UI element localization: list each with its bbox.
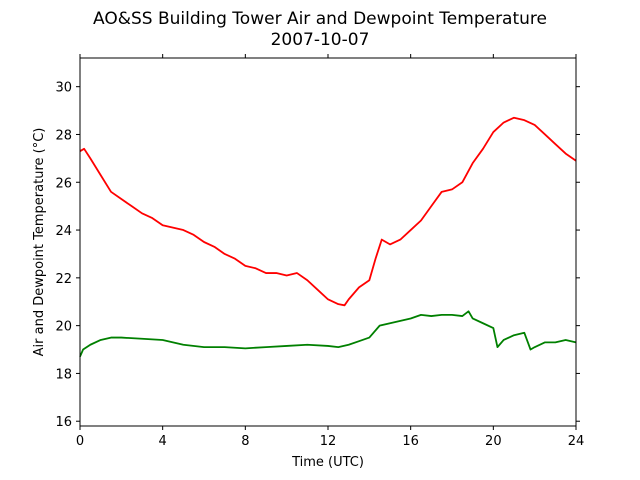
x-tick-label: 16 <box>402 434 419 449</box>
y-tick-label: 24 <box>55 224 72 239</box>
x-tick-label: 20 <box>485 434 502 449</box>
x-tick-label: 24 <box>568 434 585 449</box>
x-tick-label: 8 <box>241 434 249 449</box>
y-tick-label: 20 <box>55 320 72 335</box>
chart-title: AO&SS Building Tower Air and Dewpoint Te… <box>93 9 547 29</box>
x-axis-label: Time (UTC) <box>291 455 364 470</box>
chart-subtitle: 2007-10-07 <box>271 30 370 50</box>
y-tick-label: 30 <box>55 81 72 96</box>
y-axis-label: Air and Dewpoint Temperature (°C) <box>32 128 47 357</box>
series-line-1 <box>79 116 577 307</box>
series-layer <box>79 116 577 358</box>
x-tick-label: 4 <box>159 434 167 449</box>
series-line-2 <box>79 310 577 358</box>
x-tick-label: 0 <box>76 434 84 449</box>
plot-frame <box>79 57 577 427</box>
y-tick-label: 18 <box>55 367 72 382</box>
y-tick-label: 16 <box>55 415 72 430</box>
x-tick-label: 12 <box>320 434 337 449</box>
y-tick-label: 22 <box>55 272 72 287</box>
y-tick-label: 26 <box>55 176 72 191</box>
y-tick-label: 28 <box>55 128 72 143</box>
ticks-layer: 0 4 8 12 16 20 24 16 18 20 22 24 26 28 30 <box>55 54 584 449</box>
